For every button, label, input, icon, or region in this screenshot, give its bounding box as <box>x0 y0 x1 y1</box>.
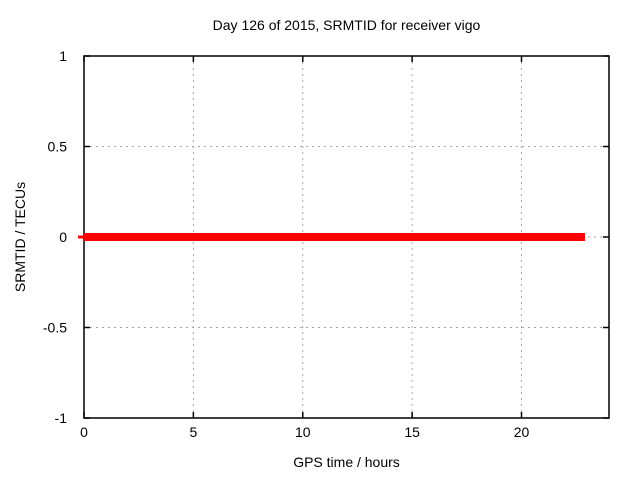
x-axis-label: GPS time / hours <box>293 454 400 470</box>
y-tick-label: -1 <box>55 410 68 426</box>
y-tick-label: 1 <box>59 48 67 64</box>
x-tick-label: 10 <box>295 424 311 440</box>
y-tick-label: 0.5 <box>48 139 68 155</box>
x-tick-label: 20 <box>514 424 530 440</box>
y-axis-label: SRMTID / TECUs <box>12 181 28 293</box>
y-tick-label: 0 <box>59 229 67 245</box>
x-tick-label: 5 <box>189 424 197 440</box>
x-tick-label: 15 <box>404 424 420 440</box>
y-tick-label: -0.5 <box>43 320 67 336</box>
x-tick-label: 0 <box>80 424 88 440</box>
chart-title: Day 126 of 2015, SRMTID for receiver vig… <box>212 17 481 33</box>
